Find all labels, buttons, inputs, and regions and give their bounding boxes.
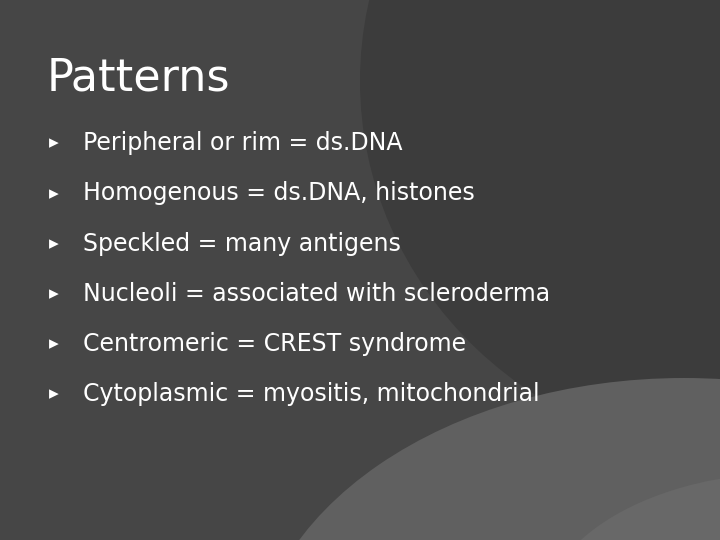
Text: ▸: ▸ <box>49 334 59 354</box>
Text: ▸: ▸ <box>49 384 59 404</box>
Text: Speckled = many antigens: Speckled = many antigens <box>83 232 400 255</box>
Text: ▸: ▸ <box>49 133 59 153</box>
Text: ▸: ▸ <box>49 284 59 303</box>
Text: Homogenous = ds.DNA, histones: Homogenous = ds.DNA, histones <box>83 181 474 205</box>
Text: Patterns: Patterns <box>47 57 230 100</box>
Text: Centromeric = CREST syndrome: Centromeric = CREST syndrome <box>83 332 466 356</box>
Text: ▸: ▸ <box>49 234 59 253</box>
Text: ▸: ▸ <box>49 184 59 203</box>
Text: Peripheral or rim = ds.DNA: Peripheral or rim = ds.DNA <box>83 131 402 155</box>
Ellipse shape <box>360 0 720 459</box>
Ellipse shape <box>540 472 720 540</box>
Text: Cytoplasmic = myositis, mitochondrial: Cytoplasmic = myositis, mitochondrial <box>83 382 539 406</box>
Text: Nucleoli = associated with scleroderma: Nucleoli = associated with scleroderma <box>83 282 550 306</box>
Ellipse shape <box>252 378 720 540</box>
